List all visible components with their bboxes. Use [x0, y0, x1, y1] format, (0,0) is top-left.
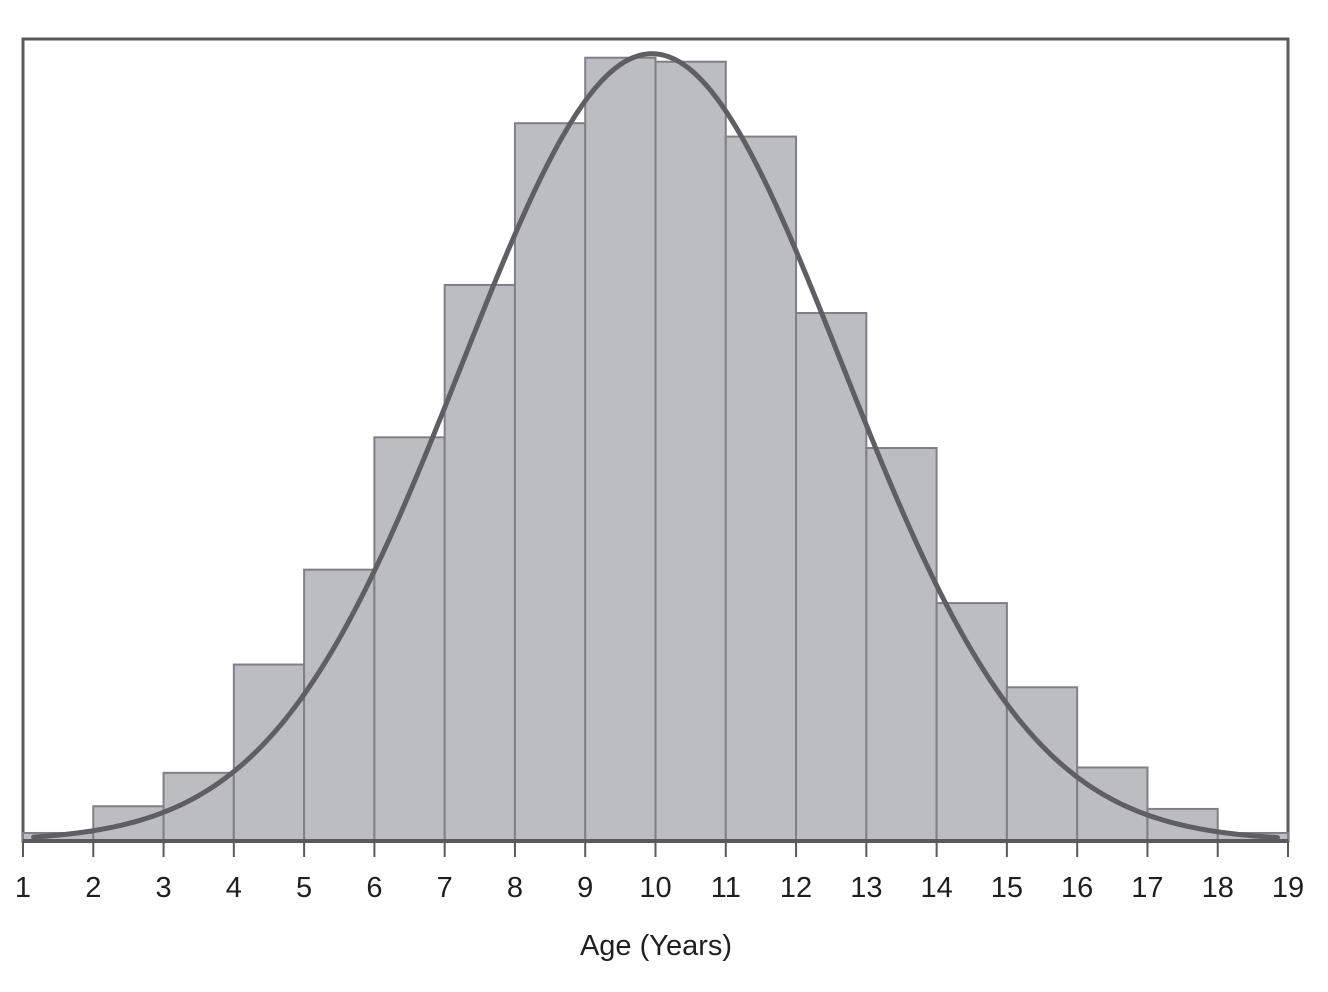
x-tick-label: 19 [1272, 872, 1304, 904]
x-tick-label: 15 [991, 872, 1023, 904]
histogram-bar [1076, 766, 1149, 843]
x-tick-label: 1 [15, 872, 31, 904]
x-tick-label: 3 [155, 872, 171, 904]
histogram-bar [584, 56, 657, 843]
x-tick-label: 11 [711, 872, 741, 904]
x-ticks-group: 1 2 3 4 5 6 7 8 9 10 11 12 13 14 15 16 17 18 19 [15, 841, 1304, 904]
x-tick-label: 18 [1202, 872, 1234, 904]
histogram-bar [232, 663, 306, 842]
x-tick-label: 2 [85, 872, 101, 904]
histogram-bar [303, 568, 376, 842]
x-axis-title: Age (Years) [580, 930, 732, 962]
x-tick-label: 9 [577, 872, 593, 904]
x-tick-label: 13 [850, 872, 882, 904]
histogram-bar [935, 602, 1008, 842]
bars-group [22, 56, 1289, 843]
x-tick-label: 5 [296, 872, 312, 904]
histogram-bar [443, 283, 516, 842]
histogram-bar [513, 122, 587, 842]
histogram-bar [373, 436, 446, 842]
x-tick-label: 17 [1131, 872, 1163, 904]
x-tick-label: 10 [639, 872, 671, 904]
x-tick-label: 7 [437, 872, 453, 904]
normal-curve [31, 51, 1280, 841]
x-tick-label: 8 [507, 872, 523, 904]
histogram-bar [1005, 686, 1079, 842]
x-tick-label: 6 [366, 872, 382, 904]
x-tick-label: 16 [1061, 872, 1093, 904]
x-tick-label: 4 [226, 872, 242, 904]
x-tick-label: 12 [780, 872, 812, 904]
histogram-bar [654, 60, 727, 843]
x-tick-label: 14 [920, 872, 952, 904]
histogram-bar [724, 135, 798, 842]
